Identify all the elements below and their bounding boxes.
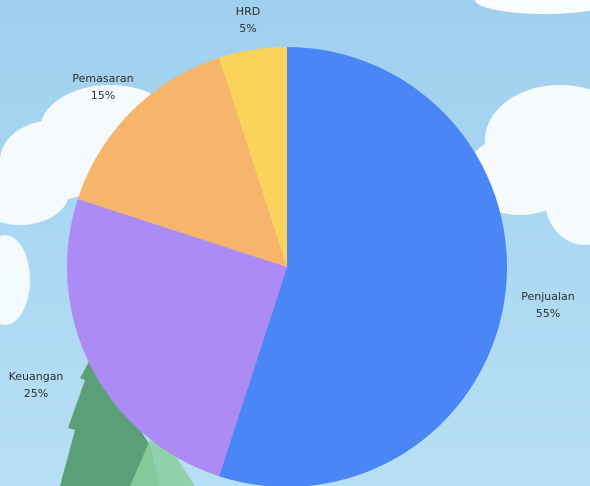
slice-label-hrd: HRD <box>236 5 260 18</box>
slice-percent-hrd: 5% <box>239 22 256 35</box>
cloud-top-right <box>475 0 590 14</box>
pie-slice-keuangan <box>67 199 287 477</box>
slice-label-penjualan: Penjualan <box>521 290 575 303</box>
cloud-lower-left <box>0 235 30 325</box>
slice-percent-pemasaran: 15% <box>91 89 115 102</box>
pie-slice-penjualan <box>219 47 507 486</box>
slice-percent-penjualan: 55% <box>536 307 560 320</box>
slice-label-pemasaran: Pemasaran <box>72 72 133 85</box>
slice-label-keuangan: Keuangan <box>9 370 64 383</box>
pie-slice-hrd <box>219 47 287 267</box>
cloud-right <box>465 85 590 245</box>
slice-percent-keuangan: 25% <box>24 387 48 400</box>
tree <box>60 345 195 486</box>
pie-slice-pemasaran <box>77 57 287 268</box>
pie-slices <box>67 47 507 486</box>
pie-labels: Penjualan 55% Keuangan 25% Pemasaran 15% HRD 5% <box>9 5 575 400</box>
